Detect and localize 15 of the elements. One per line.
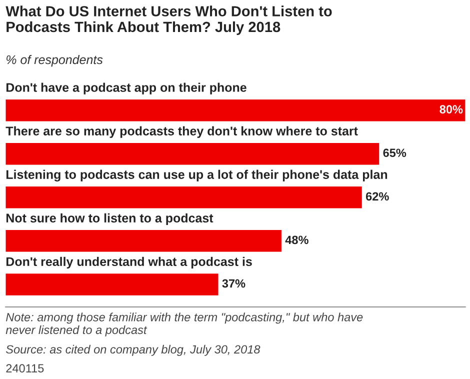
- chart-subtitle: % of respondents: [6, 54, 103, 67]
- chart-title: What Do US Internet Users Who Don't Listen to Podcasts Think About Them? July 2018: [6, 6, 332, 35]
- text: Note: among those familiar with the term "podcasting," but who have never listened to a podcast: [6, 312, 363, 336]
- y-tick-label: There are so many podcasts they don't know where to start: [6, 126, 358, 138]
- data-label: 37%: [222, 279, 246, 288]
- data-label: 62%: [366, 192, 389, 201]
- source-note: Source: as cited on company blog, July 30, 2018: [6, 344, 260, 356]
- y-tick-label: Don't have a podcast app on their phone: [6, 82, 246, 94]
- data-label: 48%: [285, 236, 308, 244]
- y-tick-label: Listening to podcasts can use up a lot of their phone's data plan: [6, 170, 388, 182]
- text: 240115: [6, 364, 44, 373]
- y-tick-label: Don't really understand what a podcast is: [6, 256, 252, 269]
- data-label: 65%: [383, 148, 406, 158]
- data-label: 80%: [440, 105, 463, 114]
- y-tick-label: Not sure how to listen to a podcast: [6, 213, 214, 225]
